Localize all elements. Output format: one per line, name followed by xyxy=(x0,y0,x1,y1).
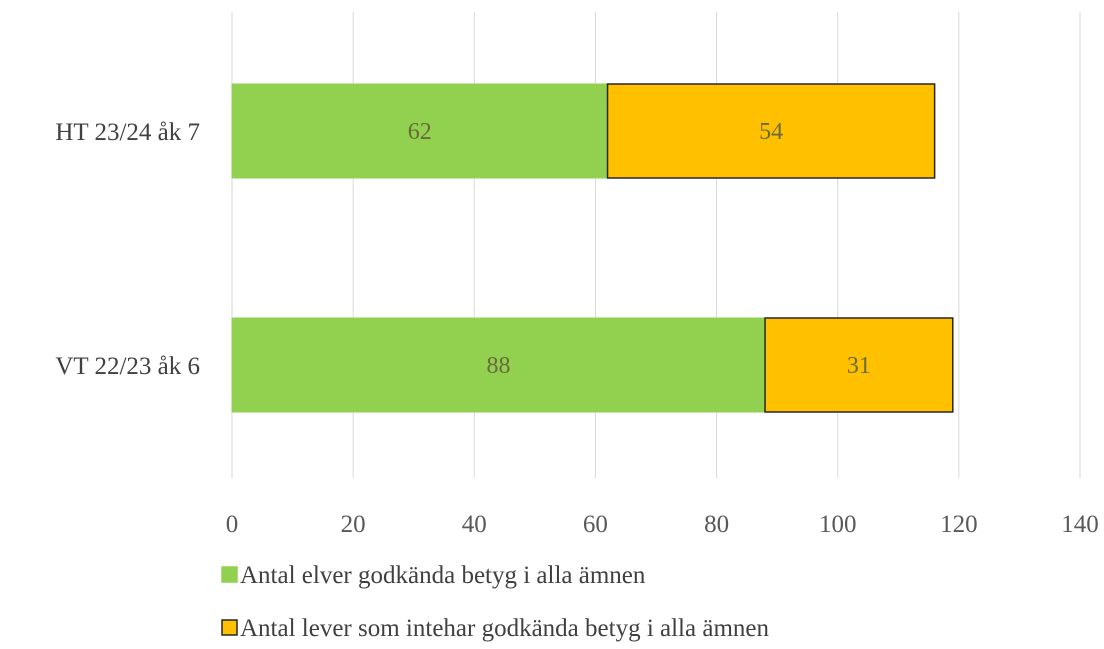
x-tick-label: 60 xyxy=(583,511,608,538)
x-tick-label: 80 xyxy=(704,511,729,538)
category-label: VT 22/23 åk 6 xyxy=(55,353,200,380)
category-axis: HT 23/24 åk 7 VT 22/23 åk 6 xyxy=(55,119,200,380)
bar-segment-godkanda xyxy=(231,317,766,413)
bar-segment-godkanda xyxy=(231,83,609,179)
x-tick-label: 140 xyxy=(1061,511,1099,538)
legend-swatch xyxy=(221,619,238,636)
data-label: 54 xyxy=(759,119,783,145)
legend-label: Antal elver godkända betyg i alla ämnen xyxy=(240,562,646,589)
category-label: HT 23/24 åk 7 xyxy=(55,119,200,146)
data-label: 88 xyxy=(487,353,511,379)
legend: Antal elver godkända betyg i alla ämnen A… xyxy=(221,562,769,642)
x-tick-label: 0 xyxy=(226,511,239,538)
data-labels: 62 54 88 31 xyxy=(408,119,871,379)
legend-swatch xyxy=(221,566,238,583)
bar-segment-ej-godkanda xyxy=(606,83,936,179)
bars xyxy=(231,83,954,413)
bar-segment-ej-godkanda xyxy=(764,317,954,413)
data-label: 62 xyxy=(408,119,432,145)
x-tick-label: 120 xyxy=(940,511,978,538)
x-tick-label: 100 xyxy=(819,511,857,538)
data-label: 31 xyxy=(847,353,871,379)
x-tick-label: 40 xyxy=(462,511,487,538)
value-axis: 0 20 40 60 80 100 120 140 xyxy=(226,511,1099,538)
x-tick-label: 20 xyxy=(341,511,366,538)
legend-label: Antal lever som intehar godkända betyg i… xyxy=(240,615,769,642)
